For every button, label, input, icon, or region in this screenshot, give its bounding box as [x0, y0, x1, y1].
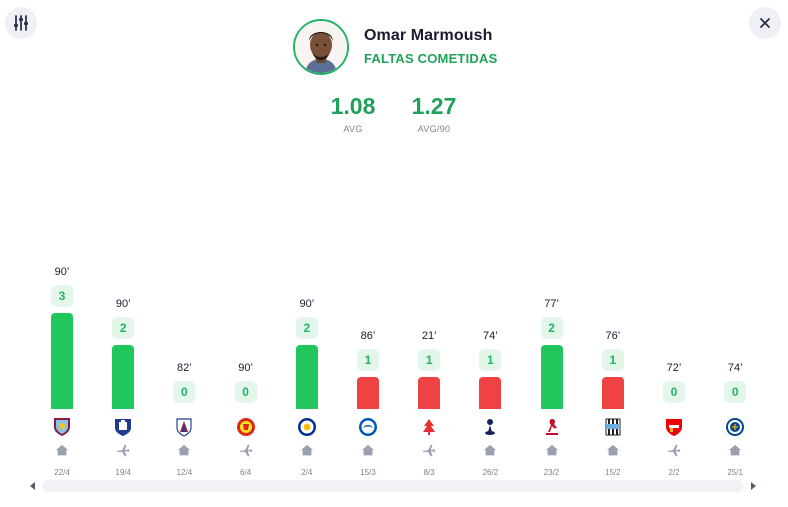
fouls-value-badge: 3 [51, 285, 73, 307]
minutes-played-label: 86’ [360, 330, 376, 342]
scroll-right-arrow-icon[interactable] [749, 482, 757, 490]
match-date-label: 6/4 [240, 468, 252, 477]
match-date-label: 22/4 [54, 468, 70, 477]
avg-value: 1.08 [330, 93, 376, 119]
opponent-crest-icon [479, 416, 501, 438]
opponent-crest-icon [173, 416, 195, 438]
home-icon [299, 444, 315, 458]
home-icon [54, 444, 70, 458]
horizontal-scrollbar[interactable] [28, 480, 758, 492]
scrollbar-thumb[interactable] [42, 480, 743, 492]
match-date-label: 23/2 [543, 468, 560, 477]
home-icon [544, 444, 560, 458]
minutes-played-label: 90’ [115, 298, 131, 310]
fouls-value-badge: 1 [479, 349, 502, 371]
fouls-value-badge: 1 [418, 349, 441, 371]
plane-icon [421, 444, 437, 458]
match-date-label: 26/2 [482, 468, 499, 477]
player-avatar [293, 19, 349, 75]
match-date-label: 12/4 [176, 468, 193, 477]
home-icon [605, 444, 621, 458]
fouls-value-badge: 1 [357, 349, 379, 371]
minutes-played-label: 90’ [299, 298, 315, 310]
home-icon [727, 444, 743, 458]
fouls-value-badge: 0 [663, 381, 685, 403]
close-icon [760, 18, 770, 28]
opponent-crest-icon [541, 416, 563, 438]
opponent-crest-icon [602, 416, 624, 438]
player-name: Omar Marmoush [364, 27, 493, 44]
plane-icon [238, 444, 254, 458]
avg90-value: 1.27 [411, 93, 457, 119]
home-icon [360, 444, 376, 458]
player-photo [295, 21, 347, 73]
match-date-label: 19/4 [115, 468, 131, 477]
avg90-stat: 1.27 AVG/90 [406, 92, 462, 134]
match-date-label: 25/1 [727, 468, 743, 477]
match-date-label: 2/4 [301, 468, 313, 477]
opponent-crest-icon [357, 416, 379, 438]
filter-settings-button[interactable] [5, 7, 37, 39]
plane-icon [666, 444, 682, 458]
chart-bar[interactable] [479, 377, 502, 409]
fouls-value-badge: 2 [295, 317, 318, 339]
chart-bar[interactable] [601, 377, 624, 409]
stat-title: FALTAS COMETIDAS [364, 51, 498, 66]
fouls-value-badge: 2 [112, 317, 135, 339]
minutes-played-label: 77’ [544, 298, 559, 310]
fouls-value-badge: 0 [173, 381, 196, 403]
match-date-label: 15/3 [360, 468, 376, 477]
opponent-crest-icon [51, 416, 73, 438]
match-date-label: 2/2 [668, 468, 680, 477]
avg-stat: 1.08 AVG [328, 92, 378, 134]
opponent-crest-icon [724, 416, 746, 438]
opponent-crest-icon [296, 416, 318, 438]
chart-bar[interactable] [540, 345, 563, 409]
chart-bar[interactable] [112, 345, 135, 409]
chart-bar[interactable] [418, 377, 441, 409]
minutes-played-label: 76’ [605, 330, 621, 342]
fouls-value-badge: 2 [540, 317, 563, 339]
fouls-value-badge: 0 [234, 381, 257, 403]
avg90-label: AVG/90 [417, 124, 451, 134]
minutes-played-label: 90’ [238, 362, 253, 374]
minutes-played-label: 90’ [54, 266, 70, 278]
match-date-label: 8/3 [423, 468, 435, 477]
opponent-crest-icon [235, 416, 257, 438]
close-button[interactable] [749, 7, 781, 39]
minutes-played-label: 21’ [421, 330, 437, 342]
chart-bar[interactable] [51, 313, 73, 409]
minutes-played-label: 74’ [727, 362, 743, 374]
sliders-icon [14, 15, 28, 31]
minutes-played-label: 72’ [666, 362, 682, 374]
avg-label: AVG [343, 124, 363, 134]
fouls-value-badge: 1 [601, 349, 624, 371]
match-date-label: 15/2 [605, 468, 621, 477]
minutes-played-label: 74’ [483, 330, 498, 342]
opponent-crest-icon [112, 416, 134, 438]
fouls-value-badge: 0 [724, 381, 747, 403]
plane-icon [115, 444, 131, 458]
chart-bar[interactable] [295, 345, 318, 409]
home-icon [176, 444, 192, 458]
opponent-crest-icon [418, 416, 440, 438]
minutes-played-label: 82’ [177, 362, 192, 374]
home-icon [482, 444, 498, 458]
opponent-crest-icon [663, 416, 685, 438]
scroll-left-arrow-icon[interactable] [29, 482, 37, 490]
chart-bar[interactable] [357, 377, 379, 409]
